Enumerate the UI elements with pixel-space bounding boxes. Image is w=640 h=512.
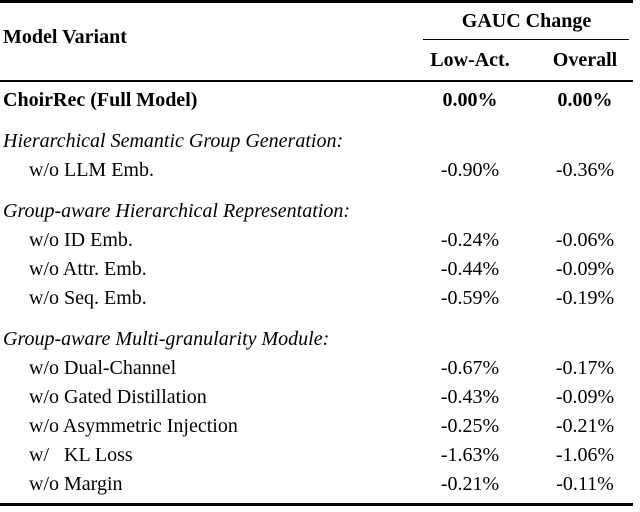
cell-low-act: -0.67% [440,357,500,379]
row-label: w/o Seq. Emb. [29,287,147,309]
row-label: w/o Dual-Channel [29,357,177,379]
cell-low-act: -0.44% [440,258,500,280]
cell-overall: -0.21% [555,415,615,437]
table-row: w/o Seq. Emb. -0.59% -0.19% [0,284,633,313]
row-label: ChoirRec (Full Model) [3,89,198,111]
cell-overall: -1.06% [555,444,615,466]
row-label: w/o ID Emb. [29,229,133,251]
cell-low-act: -0.43% [440,386,500,408]
table-body: ChoirRec (Full Model) 0.00% 0.00% Hierar… [0,82,633,503]
cell-overall: -0.19% [555,287,615,309]
table-row: w/o ID Emb. -0.24% -0.06% [0,226,633,255]
section-header-row: Group-aware Hierarchical Representation: [0,197,633,226]
section-label: Group-aware Hierarchical Representation: [3,200,350,222]
row-label: w/o Attr. Emb. [29,258,147,280]
row-label: w/o LLM Emb. [29,159,154,181]
header-overall: Overall [552,48,618,71]
table-row: ChoirRec (Full Model) 0.00% 0.00% [0,86,633,115]
cell-low-act: -0.59% [440,287,500,309]
section-label: Hierarchical Semantic Group Generation: [3,130,344,152]
cell-low-act: -1.63% [440,444,500,466]
header-model-variant: Model Variant [3,26,127,48]
table-row: w/o Attr. Emb. -0.44% -0.09% [0,255,633,284]
cell-low-act: 0.00% [442,89,498,111]
gauc-cmidrule [423,39,629,40]
cell-low-act: -0.90% [440,159,500,181]
table-row: w/o LLM Emb. -0.90% -0.36% [0,156,633,185]
cell-overall: -0.06% [555,229,615,251]
cell-overall: -0.09% [555,386,615,408]
table-row: w/o Asymmetric Injection -0.25% -0.21% [0,412,633,441]
header-gauc-group: GAUC Change Low-Act. Overall [420,3,633,80]
cell-low-act: -0.24% [440,229,500,251]
cell-overall: -0.11% [556,473,614,495]
section-header-row: Group-aware Multi-granularity Module: [0,325,633,354]
sub-column-headers: Low-Act. Overall [420,40,633,80]
cell-overall: -0.09% [555,258,615,280]
row-label: w/ KL Loss [29,444,133,466]
cell-low-act: -0.25% [440,415,500,437]
row-label: w/o Asymmetric Injection [29,415,238,437]
cell-low-act: -0.21% [440,473,500,495]
cell-overall: -0.36% [555,159,615,181]
table-row: w/o Gated Distillation -0.43% -0.09% [0,383,633,412]
ablation-table: Model Variant GAUC Change Low-Act. Overa… [0,0,633,506]
header-low-act: Low-Act. [430,48,510,71]
header-gauc-change: GAUC Change [461,9,592,32]
table-row: w/o Margin -0.21% -0.11% [0,470,633,499]
table-header: Model Variant GAUC Change Low-Act. Overa… [0,3,633,82]
row-label: w/o Margin [29,473,123,495]
table-row: w/o Dual-Channel -0.67% -0.17% [0,354,633,383]
table-row: w/ KL Loss -1.63% -1.06% [0,441,633,470]
cell-overall: -0.17% [555,357,615,379]
section-header-row: Hierarchical Semantic Group Generation: [0,127,633,156]
row-label: w/o Gated Distillation [29,386,207,408]
cell-overall: 0.00% [557,89,613,111]
section-label: Group-aware Multi-granularity Module: [3,328,330,350]
